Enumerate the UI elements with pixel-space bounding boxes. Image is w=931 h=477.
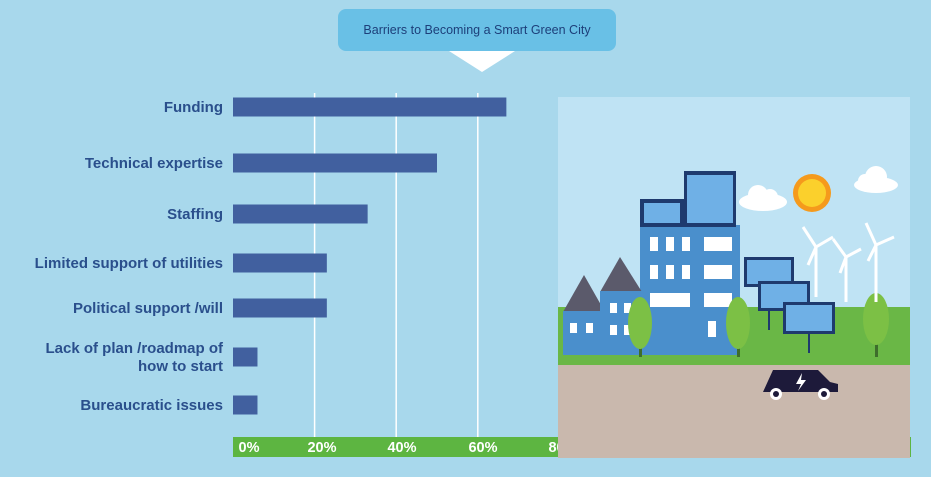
category-label: Technical expertise [85,155,223,172]
bar [233,347,258,367]
bar [233,253,327,273]
tree-icon [863,293,889,357]
category-label: Bureaucratic issues [80,397,223,414]
bar [233,153,437,173]
bar [233,298,327,318]
bar [233,204,368,224]
category-label: Staffing [167,206,223,223]
category-label: Limited support of utilities [35,255,223,272]
x-tick-label: 20% [307,440,336,456]
tree-icon [726,297,750,357]
x-tick-label: 40% [387,440,416,456]
x-tick-label: 0% [239,440,260,456]
solar-panel-icon [744,257,835,353]
title-pointer [449,51,515,72]
category-label: Lack of plan /roadmap of how to start [45,340,224,375]
category-label: Funding [164,99,223,116]
tree-icon [628,297,652,357]
electric-car-icon [763,370,838,400]
category-label: Political support /will [73,300,223,317]
chart-title: Barriers to Becoming a Smart Green City [338,9,616,51]
x-tick-label: 60% [468,440,497,456]
smart-city-illustration [558,97,910,458]
cloud-icon [854,166,898,193]
wind-turbine-icon [801,222,895,302]
bar [233,97,507,117]
bar [233,395,258,415]
sun-icon [793,174,831,212]
building-icon [640,171,740,355]
cloud-icon [739,185,787,211]
